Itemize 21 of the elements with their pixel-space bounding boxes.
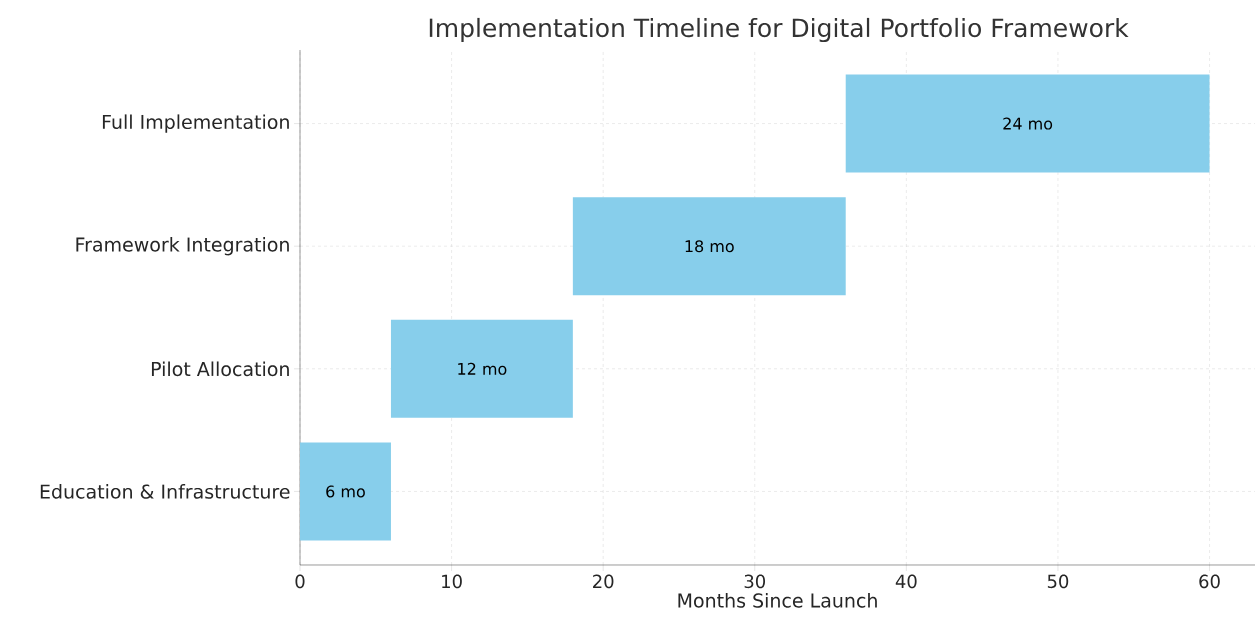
data-label: 12 mo <box>458 362 507 375</box>
y-tick-label: Framework Integration <box>76 237 289 256</box>
y-tick-label: Education & Infrastructure <box>40 484 290 499</box>
data-label: 18 mo <box>685 240 734 253</box>
y-tick-label: Full Implementation <box>102 114 289 133</box>
x-tick-label: 10 <box>442 574 462 589</box>
x-tick-label: 0 <box>295 574 305 589</box>
data-label: 6 mo <box>326 485 365 498</box>
x-axis-title: Months Since Launch <box>678 593 877 608</box>
y-tick-label: Pilot Allocation <box>151 361 289 377</box>
chart-title: Implementation Timeline for Digital Portfolio Framework <box>429 17 1129 43</box>
bar <box>390 319 573 418</box>
x-tick-label: 50 <box>1047 574 1069 589</box>
x-tick-label: 30 <box>744 574 766 589</box>
bar <box>300 442 391 541</box>
x-tick-label: 20 <box>593 574 614 589</box>
bar <box>845 74 1210 173</box>
data-label: 24 mo <box>1003 117 1053 130</box>
x-tick-label: 40 <box>895 574 917 589</box>
x-tick-label: 60 <box>1199 574 1220 589</box>
bar <box>572 197 846 296</box>
